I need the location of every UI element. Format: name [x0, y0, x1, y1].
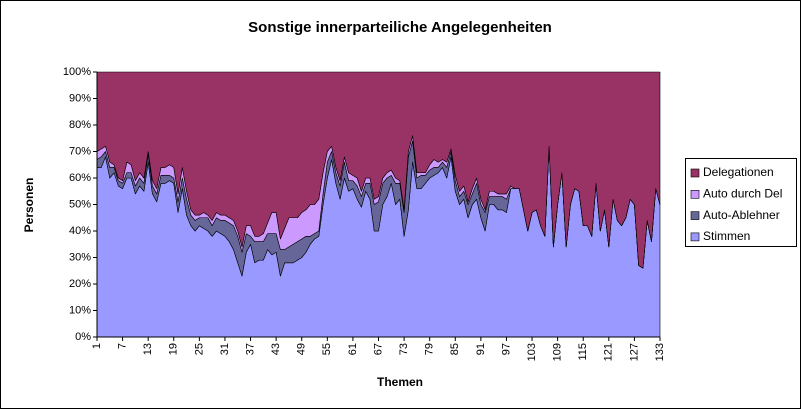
- y-tick-label: 80%: [69, 119, 91, 131]
- x-tick-label: 55: [321, 343, 333, 355]
- legend-label: Stimmen: [703, 229, 750, 243]
- y-tick-label: 60%: [69, 172, 91, 184]
- x-tick-label: 25: [193, 343, 205, 355]
- x-tick-label: 19: [168, 343, 180, 355]
- y-tick-label: 100%: [63, 66, 91, 78]
- y-tick-label: 70%: [69, 145, 91, 157]
- x-tick-label: 67: [372, 343, 384, 355]
- y-tick-label: 90%: [69, 92, 91, 104]
- x-tick-label: 13: [142, 343, 154, 355]
- x-tick-label: 43: [270, 343, 282, 355]
- x-tick-label: 85: [449, 343, 461, 355]
- legend-swatch: [690, 190, 700, 199]
- legend-box: [685, 158, 797, 247]
- y-tick-label: 40%: [69, 225, 91, 237]
- x-tick-label: 127: [628, 343, 640, 361]
- x-tick-label: 97: [500, 343, 512, 355]
- y-tick-label: 50%: [69, 198, 91, 210]
- y-tick-label: 30%: [69, 251, 91, 263]
- x-tick-label: 115: [577, 343, 589, 361]
- y-tick-label: 10%: [69, 304, 91, 316]
- x-tick-label: 37: [244, 343, 256, 355]
- x-tick-label: 79: [424, 343, 436, 355]
- y-tick-label: 20%: [69, 278, 91, 290]
- legend-swatch: [690, 168, 700, 178]
- x-tick-label: 103: [526, 343, 538, 361]
- legend-label: Auto durch Del: [703, 186, 782, 200]
- x-tick-label: 73: [398, 343, 410, 355]
- legend-label: Auto-Ablehner: [703, 208, 780, 222]
- x-tick-label: 1: [91, 343, 103, 349]
- legend-label: Delegationen: [703, 165, 774, 179]
- legend-swatch: [690, 211, 700, 220]
- y-tick-label: 0%: [75, 331, 91, 343]
- x-tick-label: 31: [219, 343, 231, 355]
- x-tick-label: 121: [603, 343, 615, 361]
- x-tick-label: 49: [296, 343, 308, 355]
- x-tick-label: 91: [475, 343, 487, 355]
- chart-title: Sonstige innerparteiliche Angelegenheite…: [248, 19, 552, 36]
- x-tick-label: 133: [654, 343, 666, 361]
- area: [96, 71, 661, 269]
- x-axis-title: Themen: [377, 375, 423, 389]
- x-tick-label: 7: [116, 343, 128, 349]
- y-axis-title: Personen: [22, 178, 36, 233]
- x-tick-label: 109: [552, 343, 564, 361]
- x-tick-label: 61: [347, 343, 359, 355]
- legend-swatch: [690, 232, 700, 242]
